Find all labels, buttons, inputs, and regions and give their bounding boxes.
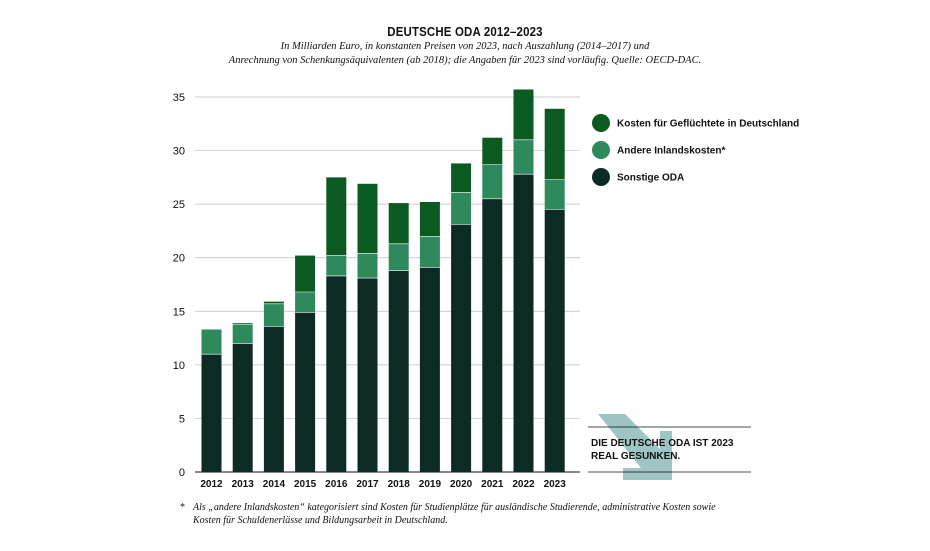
- y-tick-label: 35: [173, 92, 185, 104]
- chart-subtitle: In Milliarden Euro, in konstanten Preise…: [200, 40, 730, 68]
- bar-segment-andere-inlandskosten: [326, 255, 347, 276]
- bar-segment-sonstige-oda: [482, 198, 503, 473]
- bar-segment-andere-inlandskosten: [295, 292, 316, 313]
- bar-segment-gefluechtete: [451, 163, 472, 193]
- bar-segment-andere-inlandskosten: [232, 324, 253, 344]
- bar-segment-andere-inlandskosten: [451, 192, 472, 225]
- x-tick-label: 2017: [356, 479, 379, 490]
- y-tick-label: 5: [179, 413, 185, 425]
- x-tick-label: 2020: [450, 479, 473, 490]
- legend-swatch: [592, 141, 610, 159]
- x-axis-ticks: 2012 2013 2014 2015 2016 2017 2018 2019 2020 2021…: [200, 479, 566, 490]
- bar-segment-sonstige-oda: [544, 209, 565, 472]
- bar-segment-sonstige-oda: [295, 312, 316, 472]
- bar-segment-gefluechtete: [544, 108, 565, 180]
- x-tick-label: 2022: [512, 479, 535, 490]
- x-tick-label: 2023: [544, 479, 567, 490]
- y-tick-label: 0: [179, 467, 185, 479]
- x-tick-label: 2019: [419, 479, 442, 490]
- subtitle-line-1: In Milliarden Euro, in konstanten Preise…: [280, 41, 650, 52]
- subtitle-line-2: Anrechnung von Schenkungsäquivalenten (a…: [228, 55, 702, 66]
- bar-segment-andere-inlandskosten: [482, 164, 503, 199]
- bar-segment-gefluechtete: [263, 301, 284, 304]
- chart-title: DEUTSCHE ODA 2012–2023: [387, 24, 543, 39]
- bar-segment-gefluechtete: [419, 202, 440, 237]
- bar-segment-sonstige-oda: [513, 174, 534, 472]
- x-tick-label: 2014: [263, 479, 286, 490]
- callout-text-line-1: DIE DEUTSCHE ODA IST 2023: [591, 438, 734, 449]
- bar-segment-andere-inlandskosten: [388, 243, 409, 271]
- legend-swatch: [592, 168, 610, 186]
- x-tick-label: 2021: [481, 479, 504, 490]
- callout-text-line-2: REAL GESUNKEN.: [591, 451, 680, 462]
- y-axis-ticks: 0 5 10 15 20 25 30 35: [173, 92, 185, 479]
- bar-segment-andere-inlandskosten: [201, 329, 222, 355]
- bar-segment-andere-inlandskosten: [357, 253, 378, 279]
- arrow-shape-icon: [598, 414, 672, 480]
- y-tick-label: 30: [173, 146, 185, 158]
- x-tick-label: 2015: [294, 479, 317, 490]
- bar-segment-andere-inlandskosten: [419, 236, 440, 268]
- bar-segment-gefluechtete: [482, 137, 503, 165]
- annotation-callout: DIE DEUTSCHE ODA IST 2023 REAL GESUNKEN.: [588, 414, 751, 480]
- footnote: * Als „andere Inlandskosten“ kategorisie…: [180, 501, 740, 527]
- legend-label: Kosten für Geflüchtete in Deutschland: [617, 119, 799, 130]
- y-tick-label: 10: [173, 360, 185, 372]
- bar-segment-andere-inlandskosten: [513, 139, 534, 175]
- bar-segment-gefluechtete: [513, 89, 534, 140]
- footnote-marker: *: [180, 502, 185, 513]
- x-tick-label: 2012: [200, 479, 223, 490]
- y-tick-label: 15: [173, 306, 185, 318]
- bar-segment-andere-inlandskosten: [544, 179, 565, 210]
- y-tick-label: 20: [173, 253, 185, 265]
- bar-segment-andere-inlandskosten: [263, 303, 284, 327]
- footnote-text: Als „andere Inlandskosten“ kategorisiert…: [193, 502, 716, 526]
- x-tick-label: 2018: [388, 479, 411, 490]
- bar-segment-sonstige-oda: [388, 270, 409, 472]
- bar-segment-gefluechtete: [295, 255, 316, 292]
- bars: [201, 89, 565, 473]
- bar-segment-gefluechtete: [357, 183, 378, 254]
- bar-segment-gefluechtete: [326, 177, 347, 256]
- bar-segment-sonstige-oda: [419, 267, 440, 472]
- bar-segment-gefluechtete: [232, 323, 253, 325]
- bar-segment-sonstige-oda: [451, 224, 472, 472]
- bar-segment-sonstige-oda: [326, 275, 347, 472]
- y-tick-label: 25: [173, 199, 185, 211]
- legend-label: Andere Inlandskosten*: [617, 146, 725, 157]
- legend-swatch: [592, 114, 610, 132]
- x-tick-label: 2013: [232, 479, 255, 490]
- bar-segment-gefluechtete: [388, 203, 409, 244]
- legend-label: Sonstige ODA: [617, 173, 684, 184]
- bar-segment-sonstige-oda: [263, 326, 284, 472]
- bar-segment-sonstige-oda: [201, 354, 222, 472]
- x-tick-label: 2016: [325, 479, 348, 490]
- bar-segment-sonstige-oda: [232, 343, 253, 472]
- legend: Kosten für Geflüchtete in Deutschland And…: [592, 114, 799, 186]
- bar-segment-sonstige-oda: [357, 278, 378, 472]
